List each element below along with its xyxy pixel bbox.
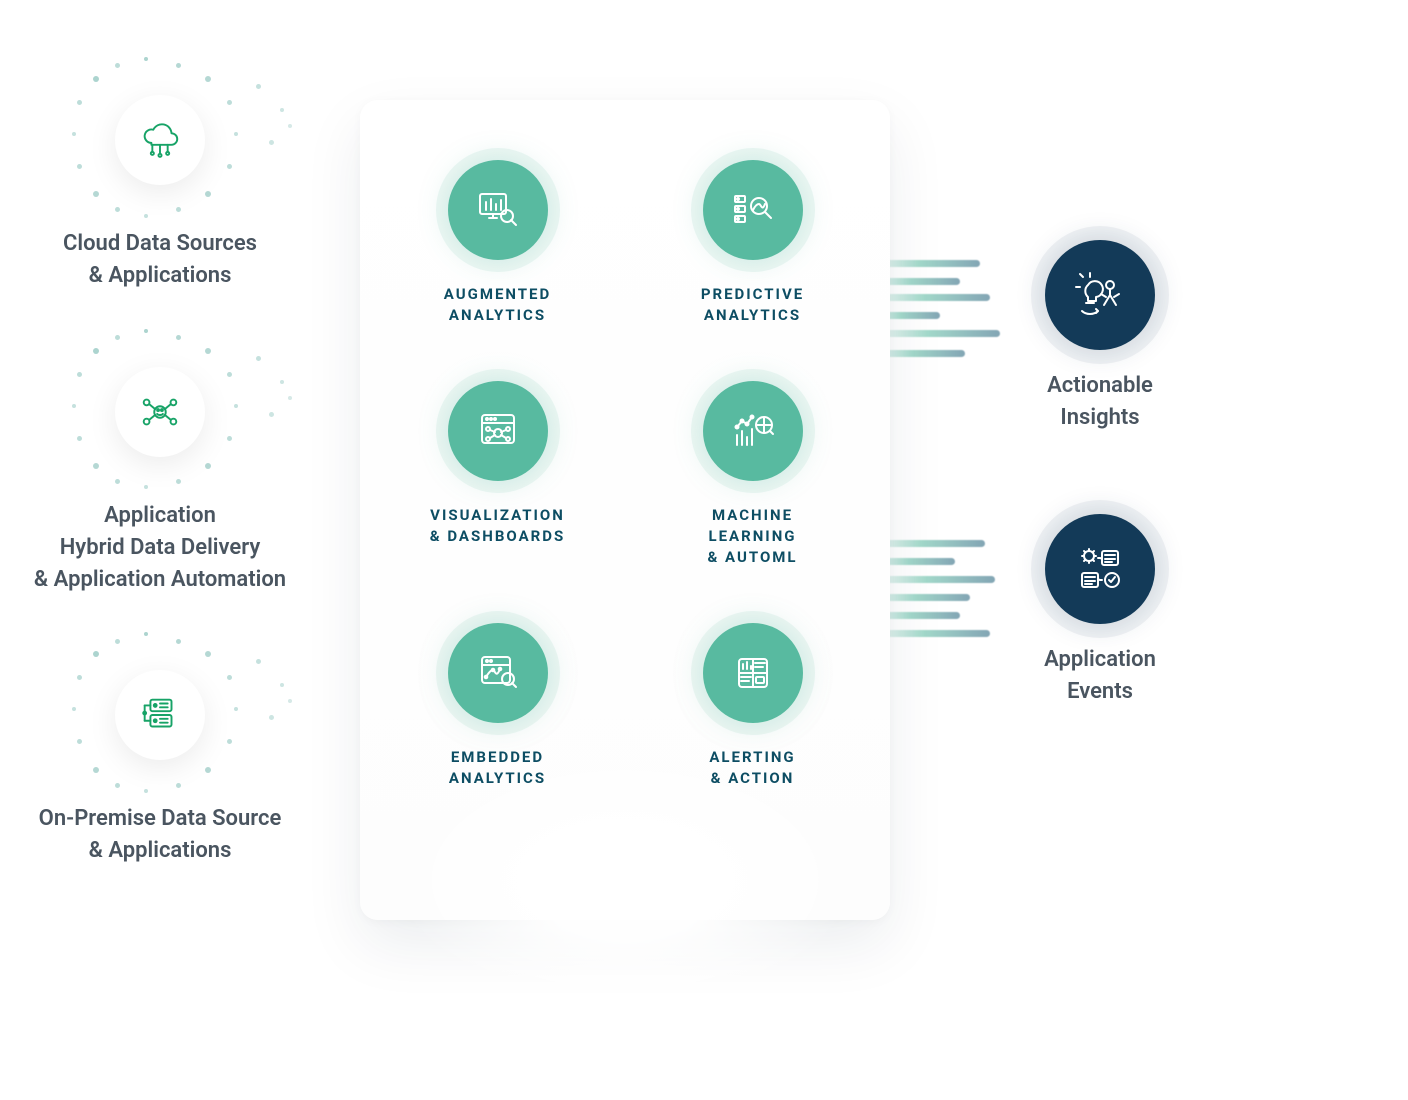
cloud-icon [115,95,205,185]
hybrid-icon [115,367,205,457]
dot-ring-wrap [80,635,240,795]
right-label-insights: Actionable Insights [1000,370,1200,434]
left-label-onprem: On-Premise Data Source & Applications [0,803,320,867]
left-item-onprem: On-Premise Data Source & Applications [0,635,320,867]
right-outputs-column: Actionable Insights Application Events [1000,240,1200,788]
cap-ml: MACHINE LEARNING & AUTOML [645,381,860,568]
cap-predictive: PREDICTIVE ANALYTICS [645,160,860,326]
machine-learning-icon [703,381,803,481]
left-sources-column: Cloud Data Sources & Applications [0,60,320,907]
visualization-dashboards-icon [448,381,548,481]
infographic-canvas: Cloud Data Sources & Applications [0,0,1408,1100]
cap-alerting: ALERTING & ACTION [645,623,860,789]
application-events-icon [1045,514,1155,624]
right-item-insights: Actionable Insights [1000,240,1200,434]
cap-label: PREDICTIVE ANALYTICS [645,284,860,326]
cap-label: AUGMENTED ANALYTICS [390,284,605,326]
left-label-cloud: Cloud Data Sources & Applications [0,228,320,292]
right-item-events: Application Events [1000,514,1200,708]
cap-label: ALERTING & ACTION [645,747,860,789]
flow-streaks [870,260,1020,650]
augmented-analytics-icon [448,160,548,260]
alerting-action-icon [703,623,803,723]
cap-label: MACHINE LEARNING & AUTOML [645,505,860,568]
cap-label: EMBEDDED ANALYTICS [390,747,605,789]
cap-augmented: AUGMENTED ANALYTICS [390,160,605,326]
left-item-cloud: Cloud Data Sources & Applications [0,60,320,292]
center-capabilities-panel: AUGMENTED ANALYTICS PREDICTIVE ANALYTICS [360,100,890,920]
left-label-hybrid: Application Hybrid Data Delivery & Appli… [0,500,320,596]
dot-ring-wrap [80,332,240,492]
cap-label: VISUALIZATION & DASHBOARDS [390,505,605,547]
right-label-events: Application Events [1000,644,1200,708]
cap-viz: VISUALIZATION & DASHBOARDS [390,381,605,568]
embedded-analytics-icon [448,623,548,723]
predictive-analytics-icon [703,160,803,260]
left-item-hybrid: Application Hybrid Data Delivery & Appli… [0,332,320,596]
cap-embedded: EMBEDDED ANALYTICS [390,623,605,789]
onprem-icon [115,670,205,760]
dot-ring-wrap [80,60,240,220]
actionable-insights-icon [1045,240,1155,350]
